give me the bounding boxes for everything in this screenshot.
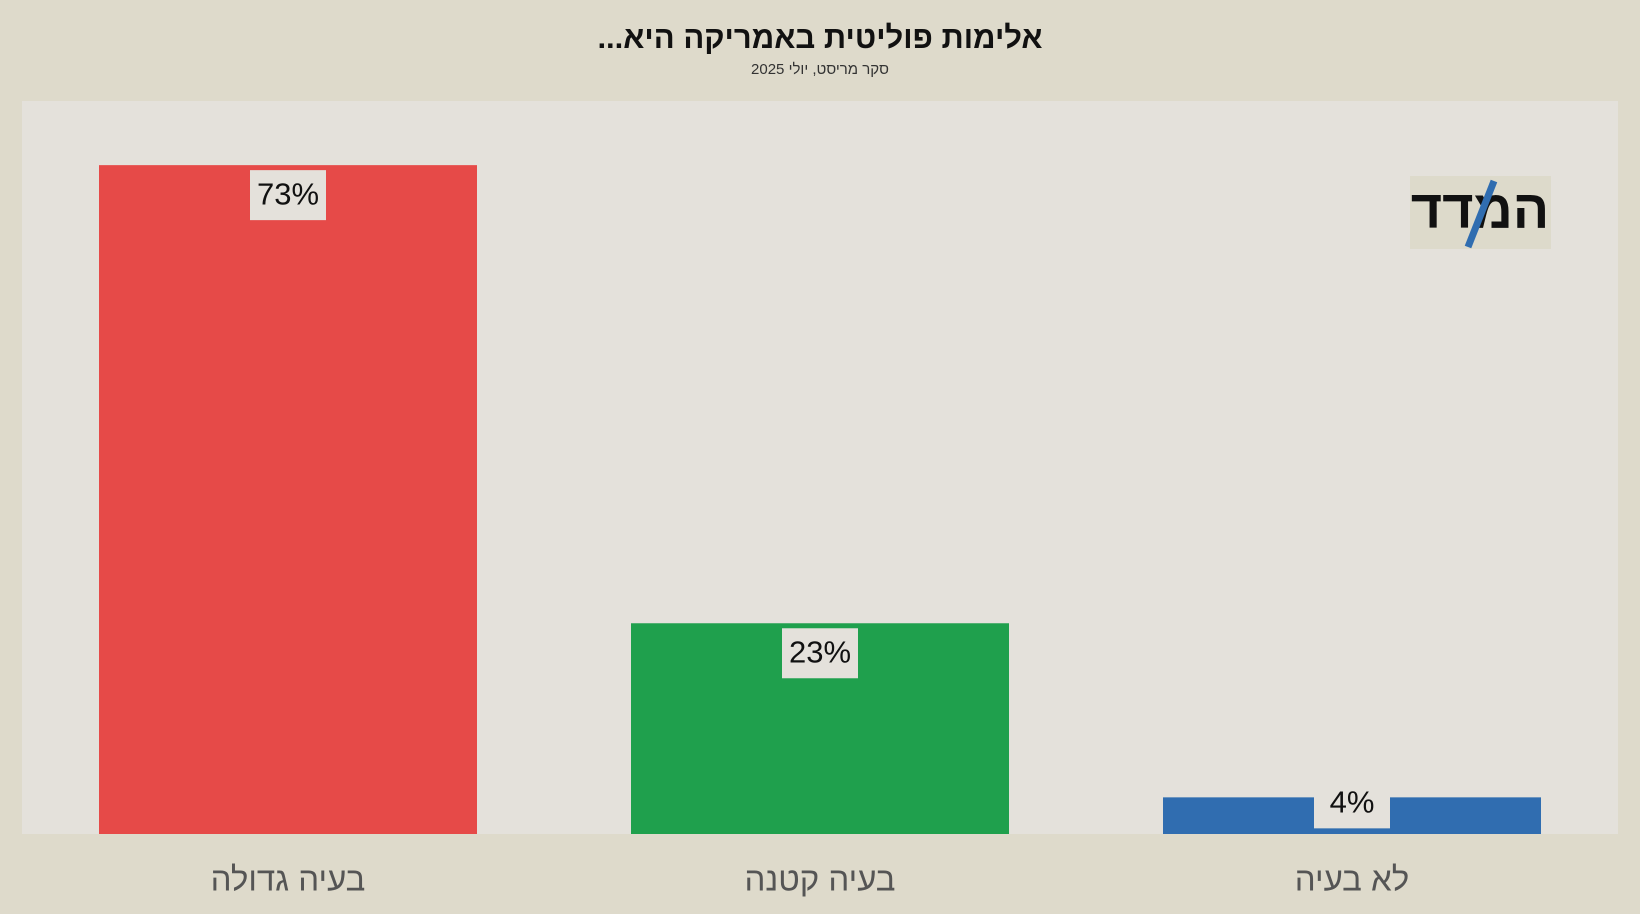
value-label: 4% <box>1330 785 1375 820</box>
value-label-box <box>1314 778 1390 829</box>
value-label: 23% <box>789 634 851 669</box>
value-label-box <box>782 628 858 679</box>
chart-subtitle: סקר מריסט, יולי 2025 <box>751 61 889 78</box>
logo: המדד <box>1410 176 1551 249</box>
x-tick-label: בעיה גדולה <box>211 861 366 898</box>
x-tick-label: בעיה קטנה <box>744 861 895 898</box>
chart-title: אלימות פוליטית באמריקה היא... <box>597 20 1042 55</box>
value-label: 73% <box>257 176 319 211</box>
value-label-box <box>250 170 326 221</box>
bar <box>99 165 477 834</box>
logo-stroke <box>1464 179 1498 249</box>
x-tick-label: לא בעיה <box>1295 861 1410 898</box>
